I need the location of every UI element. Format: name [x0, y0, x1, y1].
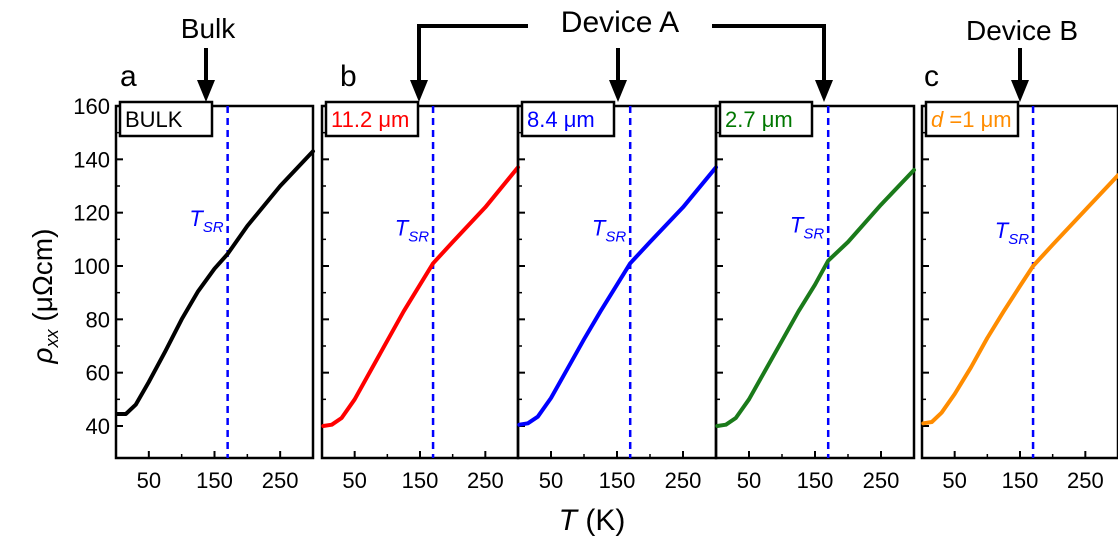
panel-5: 50 150 250 TSR d =1 μm [920, 100, 1118, 493]
sample-label-box [924, 100, 1020, 138]
x-tick-label: 250 [467, 468, 504, 493]
panel-1: 50 150 250 40 60 80 100 120 140 160 TSR BULK [73, 94, 315, 493]
device-a-annotation: Device A [561, 6, 679, 39]
bulk-annotation: Bulk [181, 13, 236, 44]
x-tick-label: 50 [942, 468, 966, 493]
tsr-label: TSR [395, 215, 429, 245]
device-a-left-arrow-head [410, 80, 428, 102]
tsr-label: TSR [790, 213, 824, 243]
y-tick-label: 160 [73, 94, 110, 119]
x-tick-label: 150 [196, 468, 233, 493]
x-tick-label: 250 [1067, 468, 1104, 493]
panels: 50 150 250 40 60 80 100 120 140 160 TSR BULK 50 150 25… [73, 94, 1118, 493]
sample-label: 2.7 μm [725, 107, 793, 132]
panel-4: 50 150 250 TSR 2.7 μm [714, 100, 916, 493]
series-line [321, 165, 520, 428]
sample-label: d =1 μm [931, 107, 1012, 132]
x-tick-label: 150 [1002, 468, 1039, 493]
series-line [517, 165, 718, 427]
series-line [115, 149, 315, 416]
device-b-annotation: Device B [966, 15, 1078, 46]
device-a-right-arrow-head [815, 80, 833, 102]
panel-2: 50 150 250 TSR 11.2 μm [320, 100, 520, 493]
panel-frame [920, 104, 1118, 460]
y-tick-label: 80 [86, 307, 110, 332]
x-tick-label: 50 [137, 468, 161, 493]
device-a-bracket-right [712, 24, 826, 88]
x-tick-label: 150 [599, 468, 636, 493]
panel-frame [114, 104, 315, 460]
panel-letter-c: c [924, 60, 939, 93]
x-tick-label: 50 [539, 468, 563, 493]
tsr-label: TSR [189, 206, 223, 236]
sample-label: 11.2 μm [331, 107, 409, 132]
x-tick-label: 250 [863, 468, 900, 493]
series-line [921, 173, 1118, 426]
y-tick-label: 120 [73, 201, 110, 226]
device-a-center-arrow-head [609, 80, 627, 102]
x-axis-title: T (K) [559, 504, 626, 537]
y-axis-title: ρxx (μΩcm) [27, 229, 62, 365]
y-tick-label: 100 [73, 254, 110, 279]
sample-label: 8.4 μm [527, 107, 595, 132]
series-line [715, 168, 916, 428]
y-tick-label: 60 [86, 361, 110, 386]
panel-letter-a: a [120, 60, 137, 93]
sample-label-box [718, 100, 814, 138]
sample-label: BULK [125, 107, 183, 132]
panel-letter-b: b [340, 60, 357, 93]
x-tick-label: 50 [342, 468, 366, 493]
bulk-arrow-head [197, 80, 215, 102]
panel-3: 50 150 250 TSR 8.4 μm [516, 100, 718, 493]
tsr-label: TSR [995, 218, 1029, 248]
sample-label-box [324, 100, 420, 138]
x-tick-label: 50 [737, 468, 761, 493]
sample-label-box [520, 100, 616, 138]
sample-label-box [118, 100, 214, 138]
y-tick-label: 40 [86, 414, 110, 439]
arrow-heads [197, 80, 1029, 102]
tsr-label: TSR [592, 215, 626, 245]
x-tick-label: 150 [797, 468, 834, 493]
x-tick-label: 250 [665, 468, 702, 493]
x-tick-label: 150 [402, 468, 439, 493]
y-tick-label: 140 [73, 147, 110, 172]
device-a-bracket [417, 24, 528, 88]
x-tick-label: 250 [262, 468, 299, 493]
device-b-arrow-head [1011, 80, 1029, 102]
